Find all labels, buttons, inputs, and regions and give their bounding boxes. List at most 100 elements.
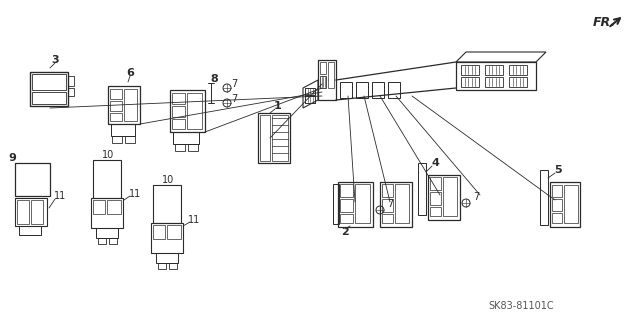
Bar	[111, 124, 135, 136]
Bar	[32, 92, 66, 104]
Bar	[153, 185, 181, 223]
Bar	[430, 177, 441, 190]
Bar	[333, 184, 339, 224]
Bar	[188, 144, 198, 151]
Text: 4: 4	[431, 158, 439, 168]
Bar	[418, 163, 426, 215]
Bar	[110, 89, 122, 99]
Bar	[428, 175, 460, 220]
Bar	[380, 182, 412, 227]
Bar	[258, 113, 290, 163]
Bar	[372, 82, 384, 98]
Bar	[17, 200, 29, 224]
Text: 1: 1	[274, 101, 282, 111]
Bar	[272, 115, 288, 161]
Text: 8: 8	[210, 74, 218, 84]
Text: 10: 10	[162, 175, 174, 185]
Bar	[509, 77, 527, 87]
Bar	[340, 82, 352, 98]
Bar	[382, 184, 393, 197]
Text: 6: 6	[126, 68, 134, 78]
Text: 10: 10	[102, 150, 114, 160]
Bar	[187, 93, 202, 129]
Bar	[151, 223, 183, 253]
Bar	[173, 132, 199, 144]
Bar	[91, 198, 123, 228]
Bar	[260, 115, 270, 161]
Bar	[98, 238, 106, 244]
Bar	[550, 182, 580, 227]
Bar	[430, 207, 441, 216]
Bar	[382, 214, 393, 223]
Text: 11: 11	[54, 191, 66, 201]
Text: 7: 7	[231, 94, 237, 104]
Bar	[564, 185, 578, 223]
Bar	[93, 160, 121, 198]
Bar	[338, 182, 373, 227]
Bar	[108, 86, 140, 124]
Bar	[172, 106, 185, 117]
Bar	[153, 225, 165, 239]
Bar	[552, 199, 562, 211]
Text: SK83-81101C: SK83-81101C	[488, 301, 554, 311]
Bar	[318, 60, 336, 100]
Bar	[68, 76, 74, 86]
Bar	[68, 88, 74, 96]
Text: 9: 9	[8, 153, 16, 163]
Text: FR.: FR.	[593, 17, 616, 29]
Bar	[461, 77, 479, 87]
Text: 3: 3	[51, 55, 59, 65]
Bar	[305, 88, 315, 95]
Bar	[125, 136, 135, 143]
Bar	[485, 65, 503, 75]
Bar	[175, 144, 185, 151]
Text: 11: 11	[129, 189, 141, 199]
Text: 11: 11	[188, 215, 200, 225]
Bar	[156, 253, 178, 263]
Bar	[169, 263, 177, 269]
Bar	[552, 213, 562, 223]
Bar	[443, 177, 457, 216]
Bar	[320, 62, 326, 74]
Bar	[30, 72, 68, 106]
Bar	[509, 65, 527, 75]
Bar	[355, 184, 370, 223]
Bar	[430, 192, 441, 205]
Bar	[382, 199, 393, 212]
Bar	[19, 226, 41, 235]
Bar	[395, 184, 409, 223]
Bar	[124, 89, 137, 121]
Bar	[540, 170, 548, 225]
Bar	[305, 96, 315, 103]
Bar	[340, 199, 353, 212]
Bar	[320, 76, 326, 88]
Text: 7: 7	[231, 79, 237, 89]
Bar	[109, 238, 117, 244]
Bar	[340, 184, 353, 197]
Bar	[461, 65, 479, 75]
Bar	[15, 163, 50, 196]
Bar	[388, 82, 400, 98]
Bar	[167, 225, 181, 239]
Bar	[96, 228, 118, 238]
Bar	[32, 74, 66, 90]
Bar	[112, 136, 122, 143]
Bar	[172, 93, 185, 104]
Bar	[552, 185, 562, 197]
Bar	[31, 200, 43, 224]
Bar	[328, 62, 334, 88]
Text: 7: 7	[473, 192, 479, 202]
Bar	[107, 200, 121, 214]
Bar	[110, 113, 122, 121]
Bar	[305, 96, 315, 103]
Bar	[485, 77, 503, 87]
Text: 7: 7	[387, 199, 393, 209]
Bar	[110, 101, 122, 111]
Bar	[356, 82, 368, 98]
Bar	[170, 90, 205, 132]
Bar	[305, 88, 315, 95]
Text: 5: 5	[554, 165, 562, 175]
Text: 2: 2	[341, 227, 349, 237]
Bar	[456, 62, 536, 90]
Bar	[340, 214, 353, 223]
